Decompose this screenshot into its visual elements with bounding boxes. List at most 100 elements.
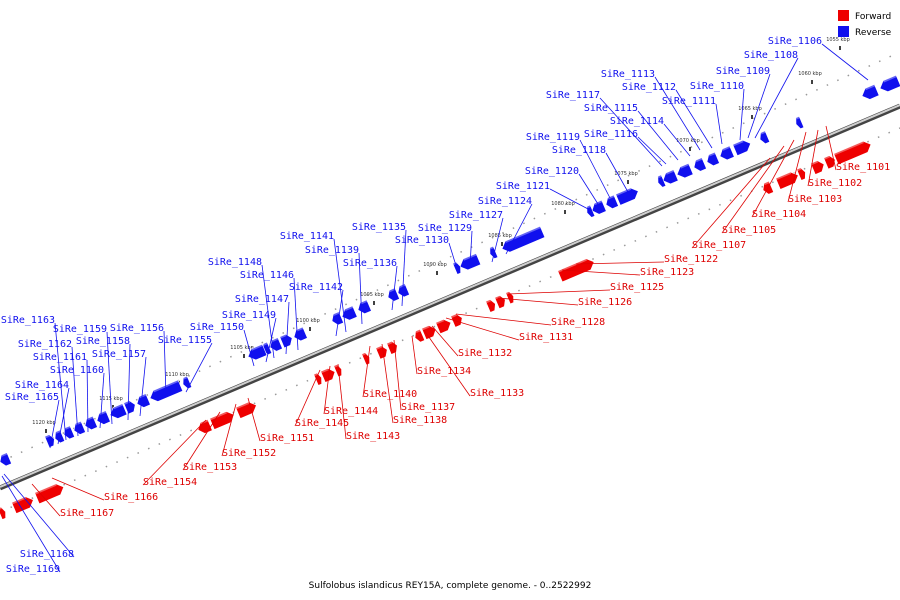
reverse-gene-label[interactable]: SiRe_1162: [18, 339, 72, 350]
forward-gene-label[interactable]: SiRe_1143: [346, 431, 400, 442]
legend-reverse-swatch: [838, 26, 849, 37]
forward-gene-label[interactable]: SiRe_1107: [692, 240, 746, 251]
reverse-gene-label[interactable]: SiRe_1124: [478, 196, 532, 207]
reverse-gene-label[interactable]: SiRe_1113: [601, 69, 655, 80]
leader-line: [721, 145, 785, 234]
reverse-gene-label[interactable]: SiRe_1163: [1, 315, 55, 326]
reverse-gene-label[interactable]: SiRe_1109: [716, 66, 770, 77]
forward-gene-label[interactable]: SiRe_1105: [722, 225, 776, 236]
reverse-gene-label[interactable]: SiRe_1165: [5, 392, 59, 403]
forward-gene-label[interactable]: SiRe_1140: [363, 389, 417, 400]
reverse-gene-label[interactable]: SiRe_1121: [496, 181, 550, 192]
leader-line: [247, 397, 261, 442]
reverse-gene-layer: [0, 74, 900, 467]
forward-gene-label[interactable]: SiRe_1123: [640, 267, 694, 278]
reverse-gene: [247, 343, 268, 361]
forward-gene-label[interactable]: SiRe_1122: [664, 254, 718, 265]
reverse-gene-label[interactable]: SiRe_1111: [662, 96, 716, 107]
reverse-gene-label[interactable]: SiRe_1110: [690, 81, 744, 92]
reverse-gene-label[interactable]: SiRe_1158: [76, 336, 130, 347]
leader-line: [561, 269, 641, 276]
tick-label: 1065 kbp: [738, 106, 762, 112]
reverse-gene-label[interactable]: SiRe_1160: [50, 365, 104, 376]
forward-gene-label[interactable]: SiRe_1134: [417, 366, 471, 377]
reverse-gene: [759, 130, 771, 145]
forward-gene-label[interactable]: SiRe_1131: [519, 332, 573, 343]
reverse-gene-label[interactable]: SiRe_1130: [395, 235, 449, 246]
reverse-gene: [182, 375, 193, 390]
reverse-gene-label[interactable]: SiRe_1108: [744, 50, 798, 61]
reverse-gene-label[interactable]: SiRe_1164: [15, 380, 69, 391]
leader-line: [57, 387, 70, 445]
forward-gene-label[interactable]: SiRe_1152: [222, 448, 276, 459]
leader-line: [49, 399, 60, 449]
forward-gene: [375, 345, 388, 360]
reverse-gene-label[interactable]: SiRe_1161: [33, 352, 87, 363]
reverse-gene-label[interactable]: SiRe_1147: [235, 294, 289, 305]
reverse-gene-label[interactable]: SiRe_1155: [158, 335, 212, 346]
leader-line: [821, 43, 869, 81]
reverse-gene-label[interactable]: SiRe_1168: [20, 549, 74, 560]
forward-gene-label[interactable]: SiRe_1132: [458, 348, 512, 359]
forward-gene-label[interactable]: SiRe_1153: [183, 462, 237, 473]
forward-gene: [775, 171, 799, 190]
reverse-gene-label[interactable]: SiRe_1135: [352, 222, 406, 233]
reverse-gene-label[interactable]: SiRe_1136: [343, 258, 397, 269]
forward-gene: [494, 295, 506, 309]
reverse-gene-label[interactable]: SiRe_1149: [222, 310, 276, 321]
forward-gene-label[interactable]: SiRe_1102: [808, 178, 862, 189]
leader-line: [293, 277, 299, 351]
leader-line: [401, 229, 407, 307]
forward-gene-label[interactable]: SiRe_1144: [324, 406, 378, 417]
forward-gene-label[interactable]: SiRe_1101: [836, 162, 890, 173]
reverse-gene-label[interactable]: SiRe_1142: [289, 282, 343, 293]
forward-gene-label[interactable]: SiRe_1137: [401, 402, 455, 413]
forward-gene-label[interactable]: SiRe_1167: [60, 508, 114, 519]
forward-gene-label[interactable]: SiRe_1128: [551, 317, 605, 328]
forward-gene-label[interactable]: SiRe_1166: [104, 492, 158, 503]
forward-gene: [485, 299, 496, 313]
reverse-gene-label[interactable]: SiRe_1148: [208, 257, 262, 268]
forward-gene-label[interactable]: SiRe_1133: [470, 388, 524, 399]
reverse-gene-label[interactable]: SiRe_1156: [110, 323, 164, 334]
reverse-gene-label[interactable]: SiRe_1120: [525, 166, 579, 177]
forward-gene-label[interactable]: SiRe_1138: [393, 415, 447, 426]
forward-gene-label[interactable]: SiRe_1126: [578, 297, 632, 308]
leader-line: [261, 264, 275, 359]
reverse-gene-label[interactable]: SiRe_1112: [622, 82, 676, 93]
reverse-gene-label[interactable]: SiRe_1157: [92, 349, 146, 360]
reverse-gene-label[interactable]: SiRe_1146: [240, 270, 294, 281]
reverse-gene-label[interactable]: SiRe_1129: [418, 223, 472, 234]
tick-layer: 1055 kbp 1060 kbp 1065 kbp 1070 kbp 1075 kbp…: [32, 37, 850, 433]
leader-line: [285, 301, 290, 355]
reverse-gene: [397, 283, 410, 298]
forward-gene: [796, 167, 806, 181]
reverse-gene-label[interactable]: SiRe_1118: [552, 145, 606, 156]
reverse-gene-label[interactable]: SiRe_1150: [190, 322, 244, 333]
reverse-gene-label[interactable]: SiRe_1169: [6, 564, 60, 575]
reverse-gene: [63, 425, 76, 440]
reverse-gene-label[interactable]: SiRe_1116: [584, 129, 638, 140]
reverse-gene-label[interactable]: SiRe_1139: [305, 245, 359, 256]
reverse-gene: [657, 174, 667, 188]
forward-gene: [386, 340, 398, 355]
leader-line: [787, 131, 807, 203]
reverse-gene-label[interactable]: SiRe_1119: [526, 132, 580, 143]
reverse-gene-label[interactable]: SiRe_1114: [610, 116, 664, 127]
reverse-gene-label[interactable]: SiRe_1106: [768, 36, 822, 47]
leader-line: [579, 139, 611, 199]
forward-gene-label[interactable]: SiRe_1145: [295, 418, 349, 429]
reverse-gene-label[interactable]: SiRe_1141: [280, 231, 334, 242]
forward-gene-label[interactable]: SiRe_1151: [260, 433, 314, 444]
forward-gene-label[interactable]: SiRe_1125: [610, 282, 664, 293]
leader-line: [599, 97, 663, 167]
reverse-gene-label[interactable]: SiRe_1127: [449, 210, 503, 221]
forward-gene-label[interactable]: SiRe_1104: [752, 209, 806, 220]
forward-gene-label[interactable]: SiRe_1154: [143, 477, 197, 488]
reverse-gene-label[interactable]: SiRe_1117: [546, 90, 600, 101]
reverse-gene: [501, 225, 546, 253]
forward-gene-label[interactable]: SiRe_1103: [788, 194, 842, 205]
reverse-gene-label[interactable]: SiRe_1115: [584, 103, 638, 114]
leader-line: [691, 157, 771, 249]
reverse-gene-label[interactable]: SiRe_1159: [53, 324, 107, 335]
